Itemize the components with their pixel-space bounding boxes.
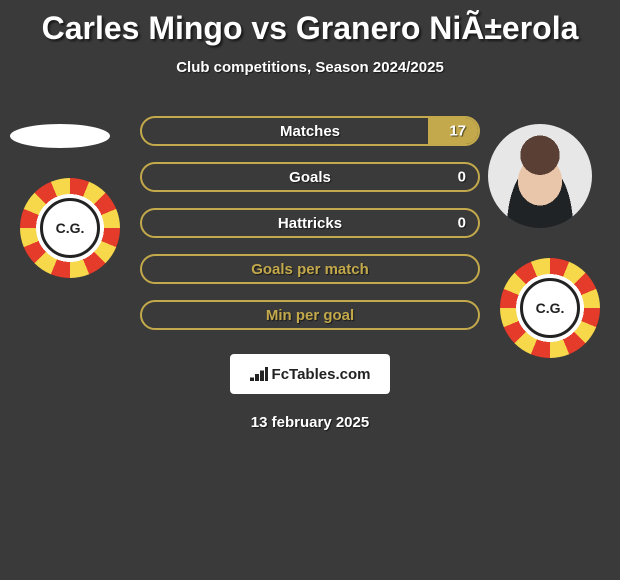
stat-row: Hattricks 0 [140, 208, 480, 238]
stat-row: Goals per match [140, 254, 480, 284]
stat-value-right: 0 [458, 215, 466, 232]
club-badge-text: C.G. [56, 220, 85, 236]
stat-label: Min per goal [266, 307, 354, 324]
page-subtitle: Club competitions, Season 2024/2025 [0, 59, 620, 76]
player2-avatar [488, 124, 592, 228]
player1-club-badge: C.G. [20, 178, 120, 278]
brand-box: FcTables.com [230, 354, 390, 394]
player2-club-badge: C.G. [500, 258, 600, 358]
date-text: 13 february 2025 [0, 414, 620, 431]
brand-text: FcTables.com [272, 366, 371, 383]
stat-label: Goals [289, 169, 331, 186]
stat-label: Matches [280, 123, 340, 140]
stat-row: Matches 17 [140, 116, 480, 146]
stat-row: Min per goal [140, 300, 480, 330]
stat-label: Goals per match [251, 261, 369, 278]
stat-label: Hattricks [278, 215, 342, 232]
club-badge-text: C.G. [536, 300, 565, 316]
stat-value-right: 0 [458, 169, 466, 186]
page-title: Carles Mingo vs Granero NiÃ±erola [0, 0, 620, 47]
player1-avatar [10, 124, 110, 148]
stat-value-right: 17 [449, 123, 466, 140]
stat-row: Goals 0 [140, 162, 480, 192]
chart-icon [250, 367, 268, 381]
